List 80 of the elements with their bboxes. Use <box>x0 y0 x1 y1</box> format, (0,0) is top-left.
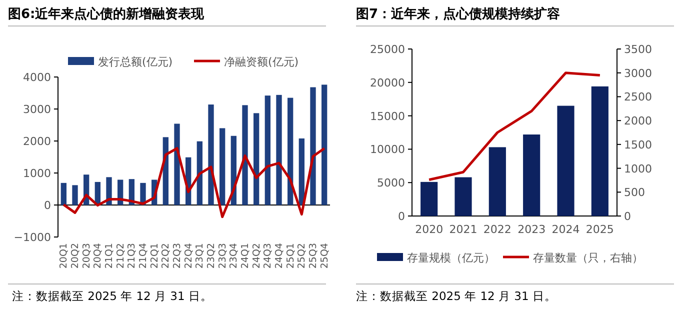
y-tick-label: 1000 <box>23 167 51 180</box>
x-tick-label: 24Q4 <box>274 243 285 269</box>
x-tick-label: 25Q2 <box>296 243 308 269</box>
x-tick-label: 22Q1 <box>149 243 160 269</box>
y-tick-label: 3000 <box>23 103 51 116</box>
y-tick-label: 5000 <box>377 176 405 190</box>
x-tick-label: 23Q3 <box>217 243 228 269</box>
y2-tick-label: 500 <box>624 186 645 200</box>
x-tick-label: 20Q4 <box>92 243 104 269</box>
x-tick-label: 20Q1 <box>58 243 70 269</box>
bar <box>220 128 226 205</box>
x-tick-label: 2025 <box>586 223 614 236</box>
y-tick-label: 2000 <box>23 135 51 148</box>
bar <box>174 124 180 205</box>
chart-title: 图6:近年来点心债的新增融资表现 <box>8 6 206 22</box>
x-tick-label: 2023 <box>518 223 546 236</box>
line-series <box>428 72 602 181</box>
y2-tick-label: 2500 <box>624 90 652 104</box>
x-tick-label: 20Q3 <box>81 243 92 269</box>
x-tick-label: 21Q4 <box>138 243 149 269</box>
x-tick-label: 25Q4 <box>319 243 330 269</box>
text: 注：数据截至 2025 年 12 月 31 日。 <box>12 289 212 303</box>
y-tick-label: 20000 <box>370 76 405 90</box>
x-tick-label: 24Q2 <box>251 243 262 269</box>
y2-tick-label: 0 <box>624 210 631 223</box>
y-tick-label: 15000 <box>370 110 405 123</box>
line-series <box>62 147 326 218</box>
bar <box>420 182 438 216</box>
bar <box>196 141 202 205</box>
bar <box>523 134 540 216</box>
y-tick-label: 0 <box>44 199 51 212</box>
y2-tick-label: 3500 <box>624 43 652 56</box>
x-tick-label: 21Q1 <box>104 243 115 269</box>
y2-tick-label: 2000 <box>624 114 652 128</box>
x-tick-label: 22Q4 <box>183 243 194 269</box>
bar <box>254 113 260 205</box>
text: 注：数据截至 2025 年 12 月 31 日。 <box>356 289 556 303</box>
x-tick-label: 22Q2 <box>160 243 172 269</box>
y-tick-label: 10000 <box>370 143 405 156</box>
x-tick-label: 2024 <box>552 223 580 236</box>
bar <box>72 185 78 205</box>
x-tick-label: 21Q2 <box>115 243 126 269</box>
x-tick-label: 20Q2 <box>70 243 81 269</box>
y-tick-label: 0 <box>398 210 405 223</box>
x-tick-label: 2020 <box>415 223 444 236</box>
x-tick-label: 24Q1 <box>240 243 251 269</box>
bar <box>557 106 574 216</box>
bar <box>322 84 328 205</box>
bar <box>298 138 304 205</box>
x-tick-label: 23Q1 <box>194 243 206 269</box>
x-tick-label: 21Q3 <box>126 243 138 269</box>
chart-title: 图7：近年来，点心债规模持续扩容 <box>356 6 560 22</box>
bar <box>242 105 248 205</box>
bar <box>208 104 214 205</box>
y-tick-label: −1000 <box>14 231 51 244</box>
x-tick-label: 2021 <box>449 223 478 236</box>
x-tick-label: 2022 <box>483 223 512 236</box>
bar <box>454 177 472 216</box>
legend-label: 存量规模（亿元） <box>407 252 495 264</box>
bar <box>264 96 270 205</box>
bar <box>488 147 506 216</box>
x-tick-label: 25Q3 <box>308 243 319 269</box>
y-tick-label: 25000 <box>370 43 405 56</box>
legend-label: 净融资额(亿元) <box>224 56 299 68</box>
y2-tick-label: 1500 <box>624 138 652 152</box>
x-tick-label: 23Q4 <box>228 243 240 269</box>
bar <box>310 87 316 205</box>
y-tick-label: 4000 <box>23 71 51 84</box>
bar <box>288 98 294 205</box>
bar <box>60 182 66 205</box>
bar <box>591 86 608 216</box>
x-tick-label: 25Q1 <box>285 243 296 269</box>
y2-tick-label: 3000 <box>624 66 652 80</box>
x-tick-label: 22Q3 <box>172 243 183 269</box>
x-tick-label: 24Q3 <box>262 243 274 269</box>
y2-tick-label: 1000 <box>624 162 652 176</box>
legend-label: 存量数量（只，右轴） <box>533 252 643 264</box>
legend-label: 发行总额(亿元) <box>98 56 173 68</box>
x-tick-label: 23Q2 <box>206 243 217 269</box>
bar <box>276 94 282 205</box>
